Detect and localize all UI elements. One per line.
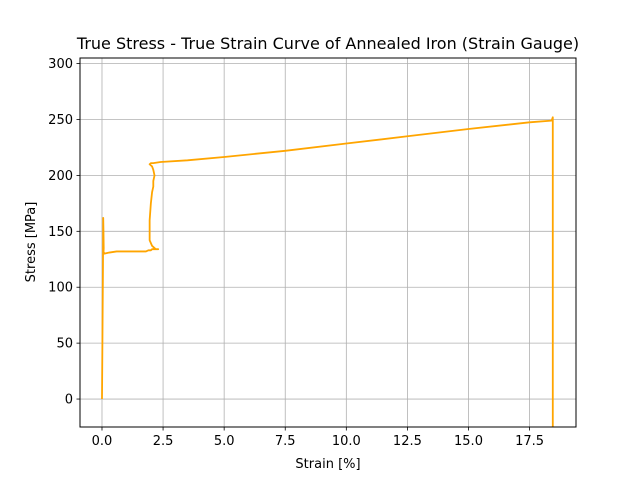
x-axis-label: Strain [%] [295, 457, 360, 472]
series-line-0 [101, 116, 554, 427]
x-tick-label: 5.0 [214, 434, 235, 449]
grid [80, 58, 576, 427]
x-tick-label: 2.5 [153, 434, 174, 449]
x-tick-label: 17.5 [515, 434, 544, 449]
series-layer [101, 116, 554, 427]
chart-title: True Stress - True Strain Curve of Annea… [76, 34, 579, 53]
y-axis-label: Stress [MPa] [24, 202, 39, 283]
ticks: 0.0 2.5 5.0 7.5 10.0 12.5 15.0 17.5 0 50 100 150 200… [48, 57, 544, 449]
y-tick-label: 0 [65, 393, 73, 408]
x-tick-label: 12.5 [393, 434, 422, 449]
y-tick-label: 200 [48, 169, 73, 184]
x-tick-label: 0.0 [92, 434, 113, 449]
y-tick-label: 300 [48, 57, 73, 72]
y-tick-label: 50 [56, 337, 73, 352]
x-tick-label: 7.5 [275, 434, 296, 449]
x-tick-label: 15.0 [454, 434, 483, 449]
x-tick-label: 10.0 [332, 434, 361, 449]
plot-frame [79, 57, 577, 428]
y-tick-label: 250 [48, 113, 73, 128]
y-tick-label: 150 [48, 225, 73, 240]
y-tick-label: 100 [48, 281, 73, 296]
